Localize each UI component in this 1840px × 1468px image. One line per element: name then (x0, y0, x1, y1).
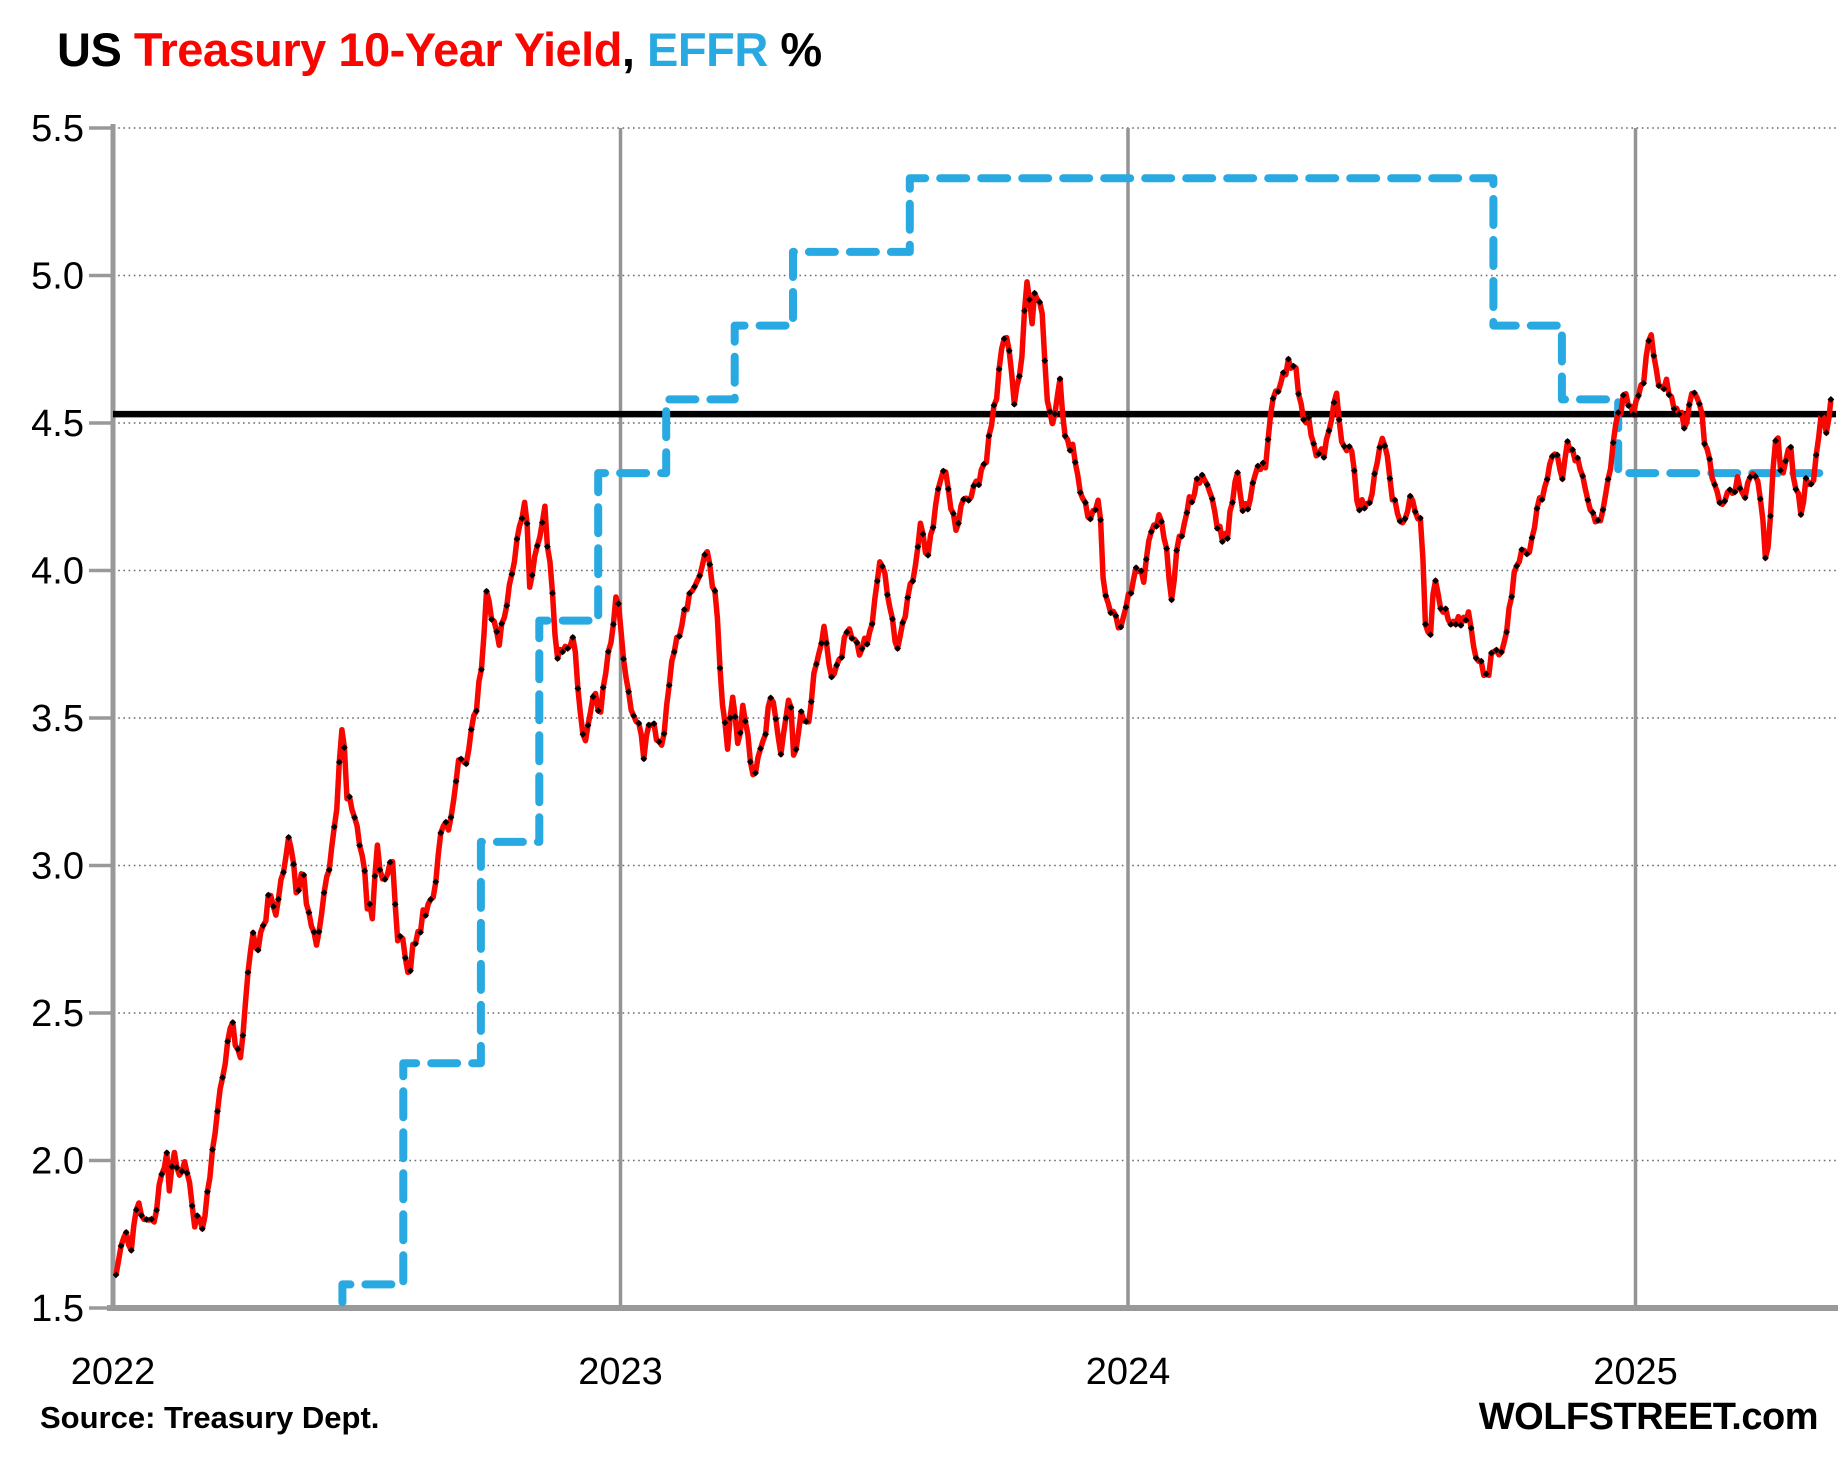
y-axis-tick-label: 2.5 (31, 993, 84, 1035)
title-part: , (621, 23, 648, 76)
y-axis-tick-label: 5.0 (31, 256, 84, 298)
source-note: Source: Treasury Dept. (40, 1400, 380, 1435)
y-axis-tick-label: 1.5 (31, 1288, 84, 1330)
title-part: % (767, 23, 822, 76)
y-axis-tick-label: 4.5 (31, 403, 84, 445)
wolfstreet-watermark: WOLFSTREET.com (1478, 1396, 1819, 1438)
y-axis-tick-label: 4.0 (31, 551, 84, 593)
x-axis-year-label: 2025 (1593, 1351, 1678, 1393)
treasury-yield-markers (113, 289, 1835, 1279)
effr-line (338, 174, 1836, 1312)
y-axis-tick-label: 3.0 (31, 846, 84, 888)
treasury-yield-line (113, 279, 1834, 1276)
title-part: Treasury 10-Year Yield (133, 23, 623, 76)
title-part: US (57, 23, 134, 76)
x-axis-year-label: 2024 (1086, 1351, 1171, 1393)
x-axis-year-label: 2022 (71, 1351, 156, 1393)
y-axis-tick-label: 2.0 (31, 1141, 84, 1183)
chart-title: US Treasury 10-Year Yield, EFFR % (57, 22, 822, 77)
y-axis-tick-label: 5.5 (31, 108, 84, 150)
y-axis-tick-label: 3.5 (31, 698, 84, 740)
title-part: EFFR (647, 23, 768, 76)
x-axis-year-label: 2023 (578, 1351, 663, 1393)
